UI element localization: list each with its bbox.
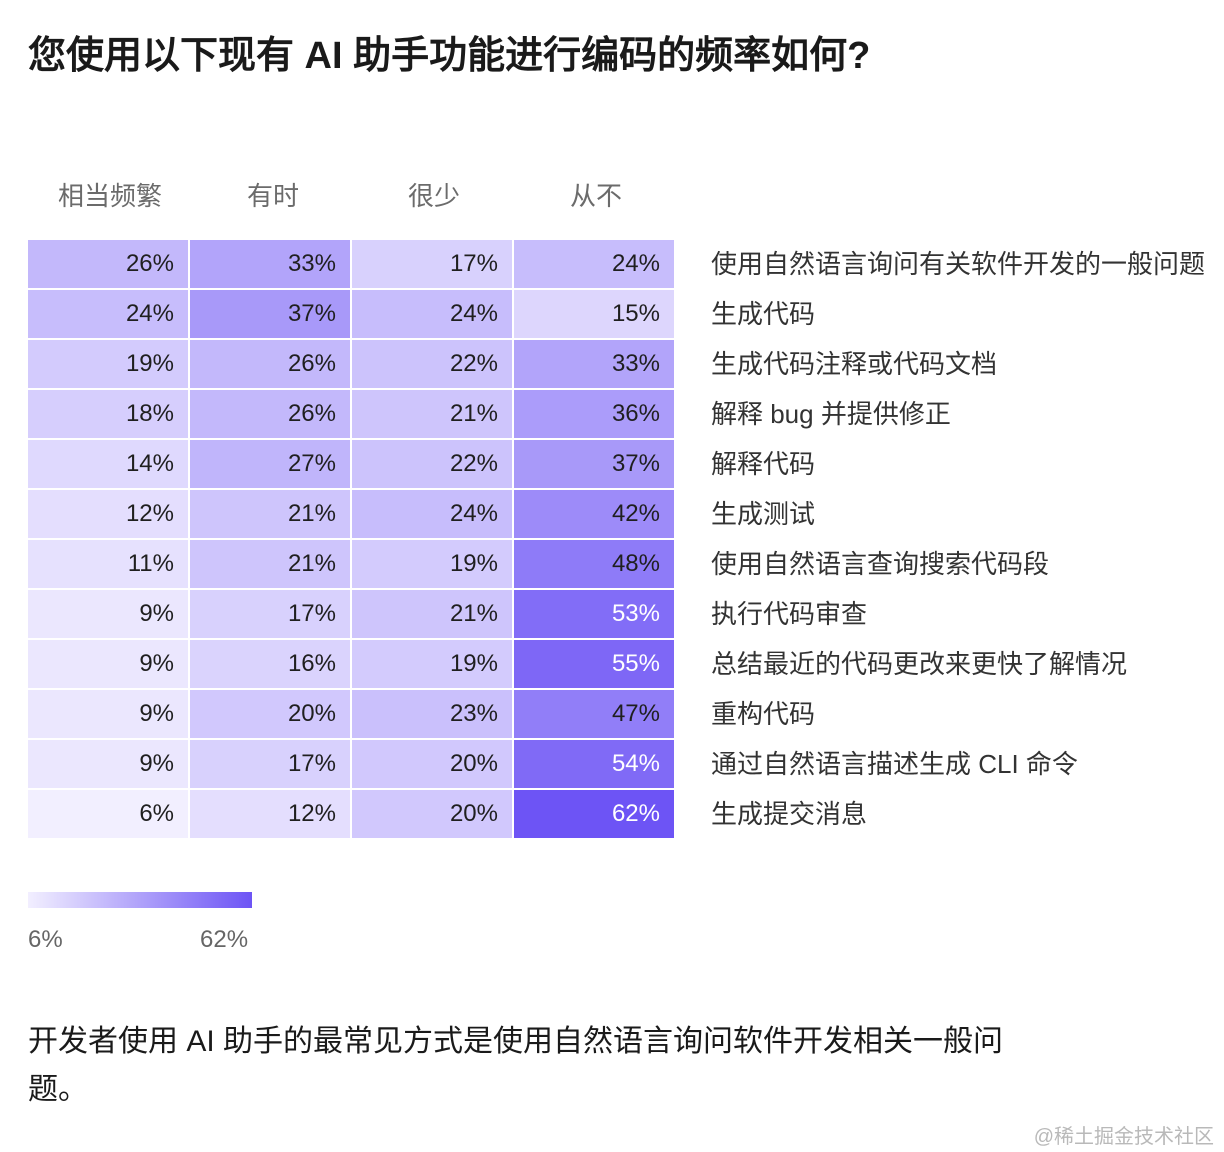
column-header-sometimes: 有时	[247, 181, 300, 211]
heatmap-grid: 26% 33% 17% 24% 24% 37% 24% 15% 19% 26% 22% 33% 18% 2…	[28, 240, 676, 840]
heatmap-cell: 24%	[352, 490, 512, 538]
heatmap-cell: 33%	[190, 240, 350, 288]
heatmap-cell: 19%	[28, 340, 188, 388]
heatmap-cell: 62%	[514, 790, 674, 838]
heatmap-cell: 37%	[190, 290, 350, 338]
heatmap-cell: 54%	[514, 740, 674, 788]
takeaway-text: 开发者使用 AI 助手的最常见方式是使用自然语言询问软件开发相关一般问题。	[28, 1025, 1004, 1106]
heatmap-row: 12% 21% 24% 42%	[28, 490, 676, 540]
heatmap-cell: 55%	[514, 640, 674, 688]
column-header-quite-often: 相当频繁	[58, 181, 163, 211]
color-scale-bar	[28, 892, 252, 908]
heatmap-cell: 21%	[352, 590, 512, 638]
color-scale-max-label: 62%	[200, 926, 249, 953]
heatmap-cell: 21%	[352, 390, 512, 438]
heatmap-cell: 24%	[352, 290, 512, 338]
heatmap-cell: 20%	[190, 690, 350, 738]
row-label: 使用自然语言查询搜索代码段	[711, 549, 1050, 579]
heatmap-row: 9% 17% 21% 53%	[28, 590, 676, 640]
heatmap-cell: 12%	[190, 790, 350, 838]
row-label: 执行代码审查	[711, 599, 868, 629]
row-label: 解释 bug 并提供修正	[711, 399, 951, 429]
heatmap-row: 26% 33% 17% 24%	[28, 240, 676, 290]
row-label: 生成提交消息	[711, 799, 868, 829]
heatmap-row: 11% 21% 19% 48%	[28, 540, 676, 590]
heatmap-row: 9% 17% 20% 54%	[28, 740, 676, 790]
heatmap-cell: 14%	[28, 440, 188, 488]
row-label: 使用自然语言询问有关软件开发的一般问题	[711, 249, 1206, 279]
heatmap-cell: 33%	[514, 340, 674, 388]
row-label: 重构代码	[711, 699, 816, 729]
heatmap-cell: 21%	[190, 540, 350, 588]
heatmap-cell: 9%	[28, 640, 188, 688]
heatmap-row: 6% 12% 20% 62%	[28, 790, 676, 840]
column-header-never: 从不	[570, 181, 623, 211]
heatmap-cell: 22%	[352, 440, 512, 488]
heatmap-row: 24% 37% 24% 15%	[28, 290, 676, 340]
chart-title: 您使用以下现有 AI 助手功能进行编码的频率如何?	[28, 35, 871, 77]
heatmap-cell: 37%	[514, 440, 674, 488]
heatmap-row: 18% 26% 21% 36%	[28, 390, 676, 440]
heatmap-cell: 19%	[352, 640, 512, 688]
row-label: 通过自然语言描述生成 CLI 命令	[711, 749, 1078, 779]
heatmap-cell: 18%	[28, 390, 188, 438]
heatmap-cell: 17%	[190, 590, 350, 638]
heatmap-row: 9% 16% 19% 55%	[28, 640, 676, 690]
heatmap-cell: 22%	[352, 340, 512, 388]
heatmap-cell: 53%	[514, 590, 674, 638]
heatmap-cell: 27%	[190, 440, 350, 488]
heatmap-cell: 24%	[514, 240, 674, 288]
heatmap-cell: 36%	[514, 390, 674, 438]
heatmap-cell: 26%	[190, 390, 350, 438]
row-label: 解释代码	[711, 449, 816, 479]
heatmap-row: 9% 20% 23% 47%	[28, 690, 676, 740]
heatmap-cell: 47%	[514, 690, 674, 738]
heatmap-cell: 11%	[28, 540, 188, 588]
row-label: 生成代码注释或代码文档	[711, 349, 998, 379]
color-scale-min-label: 6%	[28, 926, 63, 953]
heatmap-cell: 24%	[28, 290, 188, 338]
heatmap-cell: 9%	[28, 740, 188, 788]
heatmap-cell: 16%	[190, 640, 350, 688]
heatmap-cell: 17%	[352, 240, 512, 288]
heatmap-cell: 20%	[352, 790, 512, 838]
heatmap-cell: 19%	[352, 540, 512, 588]
watermark: @稀土掘金技术社区	[1033, 1126, 1214, 1148]
row-label: 生成测试	[711, 499, 816, 529]
heatmap-cell: 15%	[514, 290, 674, 338]
heatmap-cell: 12%	[28, 490, 188, 538]
row-label: 总结最近的代码更改来更快了解情况	[711, 649, 1128, 679]
heatmap-row: 19% 26% 22% 33%	[28, 340, 676, 390]
heatmap-cell: 26%	[190, 340, 350, 388]
column-header-rarely: 很少	[408, 181, 461, 211]
heatmap-cell: 6%	[28, 790, 188, 838]
heatmap-cell: 20%	[352, 740, 512, 788]
heatmap-cell: 9%	[28, 690, 188, 738]
heatmap-cell: 21%	[190, 490, 350, 538]
row-label: 生成代码	[711, 299, 816, 329]
heatmap-cell: 23%	[352, 690, 512, 738]
heatmap-cell: 26%	[28, 240, 188, 288]
heatmap-cell: 48%	[514, 540, 674, 588]
heatmap-cell: 17%	[190, 740, 350, 788]
heatmap-cell: 9%	[28, 590, 188, 638]
heatmap-cell: 42%	[514, 490, 674, 538]
heatmap-row: 14% 27% 22% 37%	[28, 440, 676, 490]
